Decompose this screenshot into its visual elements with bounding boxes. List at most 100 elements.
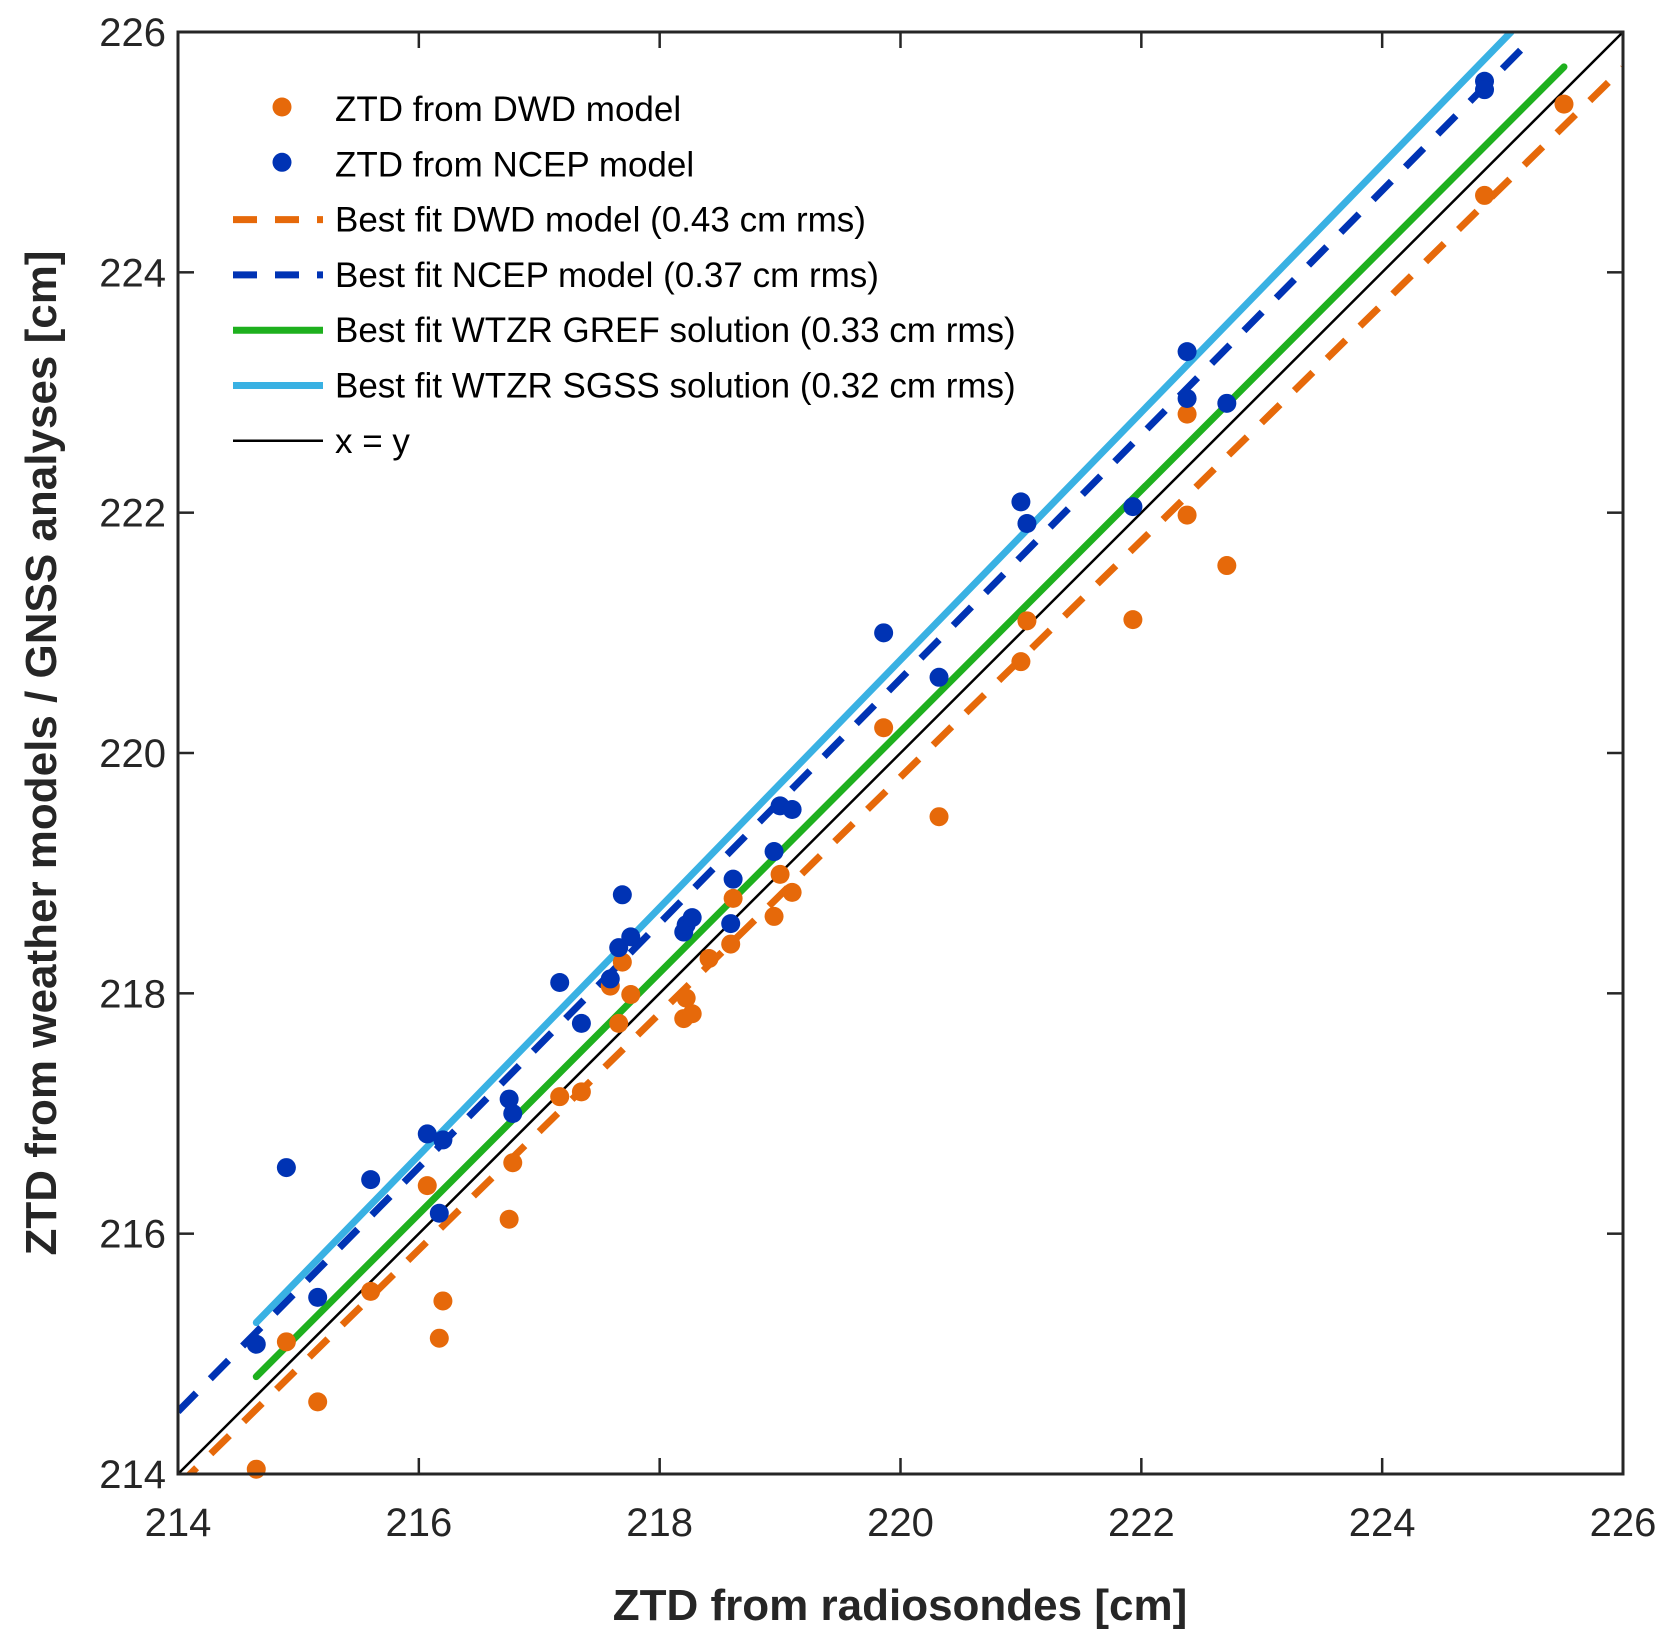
x-tick-label: 222 [1108,1501,1175,1545]
legend-marker-icon [272,97,292,117]
fit-lines [178,32,1623,1474]
data-point [1177,342,1197,362]
data-point [929,667,949,687]
data-point [499,1209,519,1229]
data-point [609,1013,629,1033]
legend-item-best-fit-dwd-model-0-43-cm-rms: Best fit DWD model (0.43 cm rms) [233,201,866,240]
y-tick-label: 214 [99,1453,166,1497]
data-point [1011,492,1031,512]
data-point [621,985,641,1005]
data-point [417,1124,437,1144]
legend-item-ztd-from-ncep-model: ZTD from NCEP model [272,145,694,184]
y-tick-label: 220 [99,732,166,776]
y-axis-ticks: 214 216 218 220 222 224 226 [99,11,1623,1497]
fit-line-best-fit-ncep-model-0-37-cm-rms [178,41,1530,1414]
legend-item-best-fit-ncep-model-0-37-cm-rms: Best fit NCEP model (0.37 cm rms) [233,256,879,295]
fit-line-best-fit-dwd-model-0-43-cm-rms [185,65,1623,1474]
data-point [764,906,784,926]
legend-label: ZTD from NCEP model [335,145,694,184]
x-tick-label: 214 [145,1501,212,1545]
fit-line-best-fit-wtzr-gref-solution-0-33-cm-rms [252,63,1568,1381]
x-axis-ticks: 214 216 218 220 222 224 226 [145,32,1657,1545]
data-point [764,842,784,862]
data-point [361,1281,381,1301]
legend-item-ztd-from-dwd-model: ZTD from DWD model [272,90,681,129]
series-ztd-from-dwd-model [246,94,1574,1479]
data-point [1177,389,1197,409]
data-point [361,1170,381,1190]
data-point [1017,513,1037,533]
data-point [1217,393,1237,413]
data-point [721,934,741,954]
data-point [276,1158,296,1178]
legend-label: ZTD from DWD model [335,90,681,129]
data-point [429,1203,449,1223]
data-point [550,973,570,993]
legend: ZTD from DWD model ZTD from NCEP model Bes… [233,90,1016,461]
x-tick-label: 216 [385,1501,452,1545]
data-point [600,969,620,989]
data-point [308,1392,328,1412]
y-tick-label: 216 [99,1213,166,1257]
x-tick-label: 218 [626,1501,693,1545]
legend-marker-icon [272,152,292,172]
legend-label: Best fit WTZR SGSS solution (0.32 cm rms… [335,367,1016,406]
data-point [1475,185,1495,205]
data-point [612,952,632,972]
y-tick-label: 218 [99,972,166,1016]
legend-label: Best fit NCEP model (0.37 cm rms) [335,256,879,295]
data-point [571,1082,591,1102]
x-axis-label: ZTD from radiosondes [cm] [613,1581,1188,1630]
y-axis-label: ZTD from weather models / GNSS analyses … [17,251,66,1256]
legend-item-best-fit-wtzr-gref-solution-0-33-cm-rms: Best fit WTZR GREF solution (0.33 cm rms… [233,311,1016,350]
data-point [503,1104,523,1123]
data-point [723,869,743,889]
data-point [721,914,741,934]
data-point [1177,404,1197,424]
y-tick-label: 224 [99,251,166,295]
data-point [874,718,894,738]
data-point [308,1287,328,1307]
data-point [1475,80,1495,100]
data-point [571,1013,591,1033]
data-point [1011,652,1031,672]
data-point [499,1089,519,1109]
series-ztd-from-ncep-model [246,71,1495,1354]
data-point [1554,94,1574,114]
legend-item-best-fit-wtzr-sgss-solution-0-32-cm-rms: Best fit WTZR SGSS solution (0.32 cm rms… [233,367,1016,406]
data-point [929,807,949,827]
data-point [246,1334,266,1354]
legend-label: x = y [335,422,410,461]
data-point [676,988,696,1008]
data-point [1123,497,1143,517]
data-point [621,927,641,947]
y-tick-label: 226 [99,11,166,55]
data-point [723,888,743,908]
data-point [1017,611,1037,631]
data-point [1217,556,1237,576]
data-point [276,1332,296,1352]
data-point [682,1004,702,1024]
data-point [770,864,790,884]
x-tick-label: 224 [1349,1501,1416,1545]
data-point [612,885,632,905]
data-point [874,623,894,643]
fit-line-x-y [178,32,1623,1474]
scatter-points [246,71,1574,1479]
data-point [1177,505,1197,525]
data-point [782,882,802,902]
data-point [699,948,719,968]
legend-label: Best fit WTZR GREF solution (0.33 cm rms… [335,311,1016,350]
x-tick-label: 220 [867,1501,934,1545]
data-point [682,908,702,928]
data-point [503,1153,523,1173]
data-point [550,1087,570,1107]
data-point [433,1291,453,1311]
data-point [433,1130,453,1150]
y-tick-label: 222 [99,492,166,536]
x-tick-label: 226 [1590,1501,1657,1545]
data-point [429,1328,449,1348]
data-point [246,1459,266,1479]
legend-item-x-y: x = y [233,422,410,461]
